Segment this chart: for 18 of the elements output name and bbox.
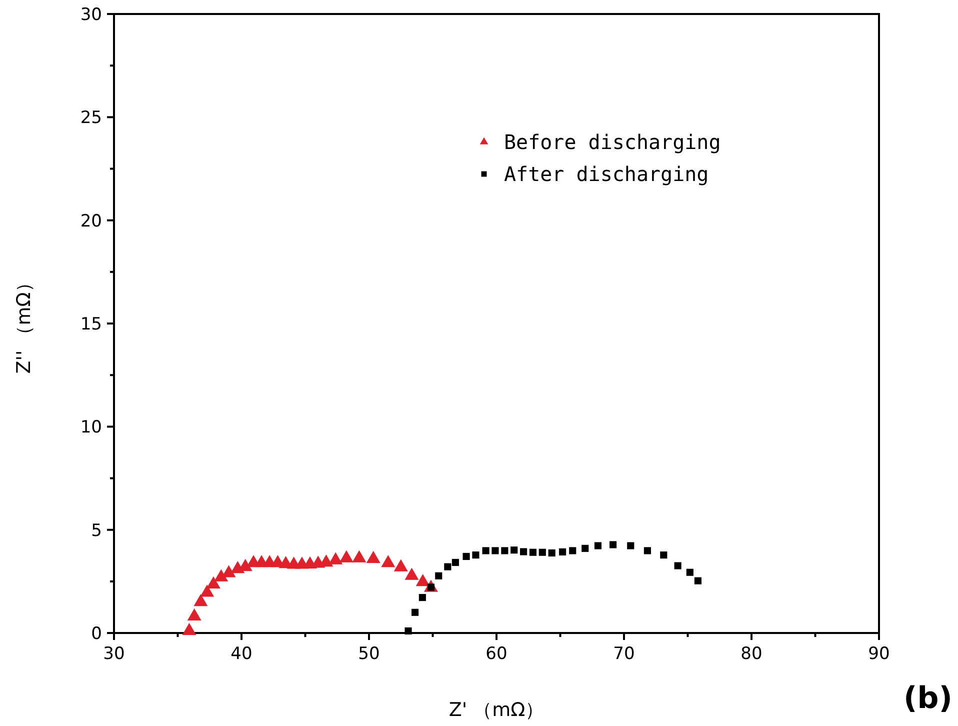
y-tick-label: 30 — [80, 4, 102, 25]
x-tick-label: 40 — [230, 644, 252, 664]
text: (b) — [904, 681, 952, 716]
y-tick-label: 15 — [80, 314, 102, 334]
y-tick-label: 5 — [91, 520, 102, 541]
x-tick-label: 60 — [486, 644, 508, 664]
x-tick-label: 80 — [740, 644, 762, 664]
y-tick-label: 20 — [80, 211, 102, 232]
legend-label: After discharging — [504, 162, 709, 186]
x-tick-label: 50 — [358, 644, 380, 664]
y-tick-label: 0 — [91, 624, 102, 644]
x-tick-label: 90 — [868, 644, 890, 664]
y-axis-title: Z'' （mΩ） — [13, 273, 35, 374]
y-tick-label: 10 — [80, 418, 102, 438]
legend-label: Before discharging — [504, 130, 721, 154]
x-axis-title: Z' （mΩ） — [448, 699, 544, 721]
y-tick-label: 25 — [80, 108, 102, 128]
x-tick-label: 70 — [613, 644, 635, 664]
